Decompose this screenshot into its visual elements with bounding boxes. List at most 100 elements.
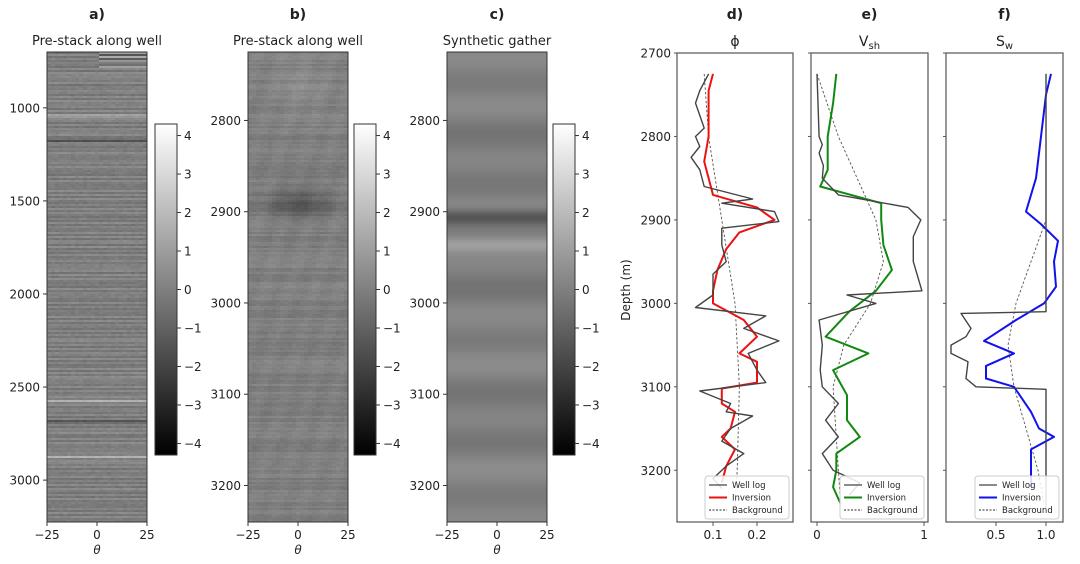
seismic-cell (59, 268, 63, 270)
seismic-cell (87, 350, 91, 352)
seismic-cell (51, 332, 55, 334)
seismic-cell (91, 292, 95, 294)
seismic-cell (99, 346, 103, 348)
seismic-cell (99, 68, 103, 70)
seismic-cell (95, 200, 99, 202)
seismic-cell (107, 204, 111, 206)
seismic-cell (99, 372, 103, 374)
seismic-cell (131, 240, 135, 242)
seismic-cell (91, 236, 95, 238)
seismic-cell (63, 308, 67, 310)
seismic-cell (99, 134, 103, 136)
seismic-cell (135, 268, 139, 270)
seismic-cell (51, 346, 55, 348)
seismic-cell (75, 318, 79, 320)
seismic-cell (55, 284, 59, 286)
seismic-cell (135, 80, 139, 82)
seismic-cell (127, 352, 131, 354)
seismic-cell (115, 398, 119, 400)
seismic-cell (135, 336, 139, 338)
seismic-cell (135, 72, 139, 74)
seismic-cell (67, 212, 71, 214)
seismic-cell (47, 344, 51, 346)
seismic-cell (47, 304, 51, 306)
seismic-cell (107, 152, 111, 154)
seismic-cell (123, 438, 127, 440)
seismic-cell (91, 298, 95, 300)
seismic-cell (55, 428, 59, 430)
seismic-cell (67, 322, 71, 324)
seismic-cell (67, 432, 71, 434)
seismic-cell (71, 110, 75, 112)
seismic-cell (79, 104, 83, 106)
seismic-cell (123, 328, 127, 330)
seismic-cell (131, 74, 135, 76)
seismic-cell (107, 270, 111, 272)
seismic-cell (103, 196, 107, 198)
seismic-cell (47, 412, 51, 414)
seismic-cell (51, 390, 55, 392)
seismic-cell (59, 432, 63, 434)
seismic-cell (91, 388, 95, 390)
seismic-cell (103, 260, 107, 262)
seismic-cell (119, 326, 123, 328)
seismic-cell (87, 392, 91, 394)
seismic-cell (87, 272, 91, 274)
seismic-cell (99, 446, 103, 448)
seismic-cell (127, 100, 131, 102)
seismic-cell (107, 212, 111, 214)
seismic-cell (103, 228, 107, 230)
seismic-cell (71, 150, 75, 152)
seismic-cell (119, 110, 123, 112)
seismic-cell (75, 432, 79, 434)
seismic-cell (127, 440, 131, 442)
seismic-cell (59, 76, 63, 78)
seismic-cell (127, 148, 131, 150)
seismic-cell (51, 328, 55, 330)
seismic-cell (107, 292, 111, 294)
seismic-cell (143, 330, 147, 332)
seismic-cell (143, 380, 147, 382)
seismic-cell (55, 222, 59, 224)
seismic-cell (71, 338, 75, 340)
seismic-cell (111, 228, 115, 230)
seismic-cell (127, 222, 131, 224)
seismic-cell (143, 216, 147, 218)
seismic-cell (119, 130, 123, 132)
seismic-cell (83, 306, 87, 308)
seismic-cell (59, 216, 63, 218)
seismic-cell (115, 104, 119, 106)
seismic-cell (91, 110, 95, 112)
seismic-cell (75, 442, 79, 444)
seismic-cell (139, 406, 143, 408)
seismic-cell (91, 360, 95, 362)
seismic-cell (123, 178, 127, 180)
seismic-cell (71, 192, 75, 194)
seismic-cell (131, 104, 135, 106)
seismic-cell (103, 210, 107, 212)
seismic-cell (51, 400, 55, 402)
seismic-cell (47, 450, 51, 452)
seismic-cell (135, 230, 139, 232)
seismic-cell (63, 284, 67, 286)
seismic-cell (63, 286, 67, 288)
seismic-cell (83, 124, 87, 126)
seismic-cell (91, 192, 95, 194)
seismic-cell (67, 338, 71, 340)
seismic-cell (55, 438, 59, 440)
seismic-cell (131, 114, 135, 116)
seismic-cell (55, 390, 59, 392)
seismic-cell (75, 232, 79, 234)
seismic-cell (63, 152, 67, 154)
seismic-cell (115, 376, 119, 378)
seismic-cell (111, 330, 115, 332)
seismic-cell (47, 206, 51, 208)
seismic-cell (75, 350, 79, 352)
seismic-cell (59, 220, 63, 222)
seismic-cell (123, 310, 127, 312)
seismic-cell (47, 354, 51, 356)
seismic-cell (59, 396, 63, 398)
seismic-cell (111, 266, 115, 268)
seismic-cell (83, 114, 87, 116)
seismic-cell (95, 316, 99, 318)
